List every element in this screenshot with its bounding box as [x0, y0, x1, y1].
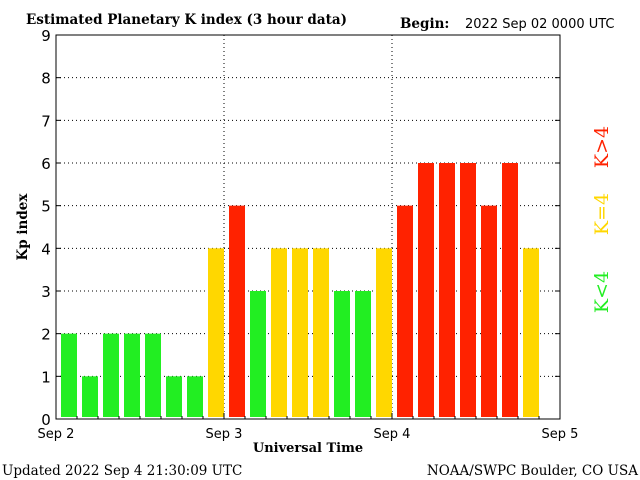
- kp-bar: [124, 333, 140, 417]
- y-tick-label: 8: [41, 70, 51, 88]
- kp-bar: [271, 248, 287, 417]
- y-tick-label: 0: [41, 411, 51, 429]
- x-axis-label: Universal Time: [253, 441, 363, 456]
- legend-equal-four: K=4: [591, 193, 613, 235]
- x-tick-label: Sep 5: [542, 427, 579, 442]
- source-credit: NOAA/SWPC Boulder, CO USA: [427, 463, 638, 479]
- bars: [61, 163, 539, 417]
- kp-bar: [439, 163, 455, 417]
- y-axis-label: Kp index: [15, 193, 31, 261]
- x-tick-label: Sep 3: [206, 427, 243, 442]
- kp-bar: [229, 205, 245, 417]
- kp-bar: [355, 291, 371, 417]
- x-tick-label: Sep 2: [38, 427, 75, 442]
- kp-bar: [103, 333, 119, 417]
- kp-bar: [208, 248, 224, 417]
- kp-bar: [250, 291, 266, 417]
- y-tick-label: 4: [41, 240, 51, 258]
- legend-below-four: K<4: [591, 271, 613, 313]
- kp-bar: [523, 248, 539, 417]
- y-tick-label: 2: [41, 326, 51, 344]
- kp-bar: [481, 205, 497, 417]
- y-axis-ticks: 0 1 2 3 4 5 6 7 8 9: [41, 27, 560, 429]
- kp-bar: [166, 376, 182, 417]
- legend-above-four: K>4: [591, 126, 613, 168]
- kp-bar: [61, 333, 77, 417]
- kp-bar: [397, 205, 413, 417]
- y-tick-label: 3: [41, 283, 51, 301]
- y-tick-label: 6: [41, 155, 51, 173]
- kp-bar: [460, 163, 476, 417]
- chart-title: Estimated Planetary K index (3 hour data…: [26, 12, 347, 28]
- updated-timestamp: Updated 2022 Sep 4 21:30:09 UTC: [2, 463, 242, 479]
- kp-bar: [313, 248, 329, 417]
- x-tick-label: Sep 4: [374, 427, 411, 442]
- kp-bar: [82, 376, 98, 417]
- y-tick-label: 7: [41, 112, 51, 130]
- begin-label: Begin:: [400, 16, 449, 32]
- x-axis-ticks: Sep 2 Sep 3 Sep 4 Sep 5: [38, 413, 579, 442]
- y-tick-label: 9: [41, 27, 51, 45]
- kp-bar: [376, 248, 392, 417]
- y-tick-label: 1: [41, 368, 51, 386]
- kp-bar: [145, 333, 161, 417]
- kp-bar: [187, 376, 203, 417]
- begin-value: 2022 Sep 02 0000 UTC: [465, 17, 615, 32]
- kp-bar: [292, 248, 308, 417]
- y-tick-label: 5: [41, 198, 51, 216]
- kp-bar: [502, 163, 518, 417]
- kp-bar: [418, 163, 434, 417]
- kp-bar: [334, 291, 350, 417]
